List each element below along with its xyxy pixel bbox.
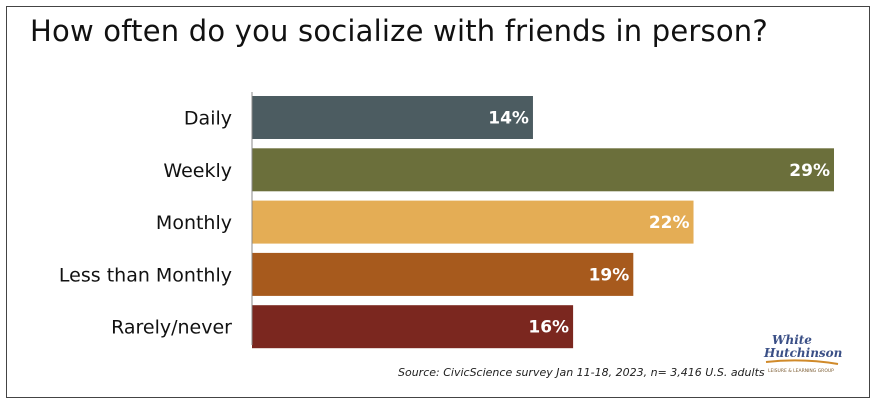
company-logo: White Hutchinson LEISURE & LEARNING GROU… xyxy=(763,333,842,374)
category-label: Daily xyxy=(184,108,232,130)
logo-line1: White xyxy=(772,333,812,347)
bar-monthly xyxy=(252,200,694,244)
value-label: 22% xyxy=(649,213,690,233)
chart-title: How often do you socialize with friends … xyxy=(30,14,768,48)
category-label: Monthly xyxy=(156,212,232,234)
value-label: 14% xyxy=(488,109,529,129)
bar-daily xyxy=(252,96,533,139)
value-label: 29% xyxy=(789,161,830,181)
bar-rarely-never xyxy=(252,305,574,349)
value-label: 16% xyxy=(528,318,569,338)
source-note: Source: CivicScience survey Jan 11-18, 2… xyxy=(398,366,765,379)
category-label: Weekly xyxy=(163,160,232,182)
logo-line2: Hutchinson xyxy=(763,346,842,360)
bar-weekly xyxy=(252,148,834,192)
logo-tagline: LEISURE & LEARNING GROUP xyxy=(768,368,834,374)
category-label: Less than Monthly xyxy=(59,264,232,286)
value-label: 19% xyxy=(589,265,630,285)
bar-less-than-monthly xyxy=(252,252,634,296)
category-label: Rarely/never xyxy=(111,317,232,339)
